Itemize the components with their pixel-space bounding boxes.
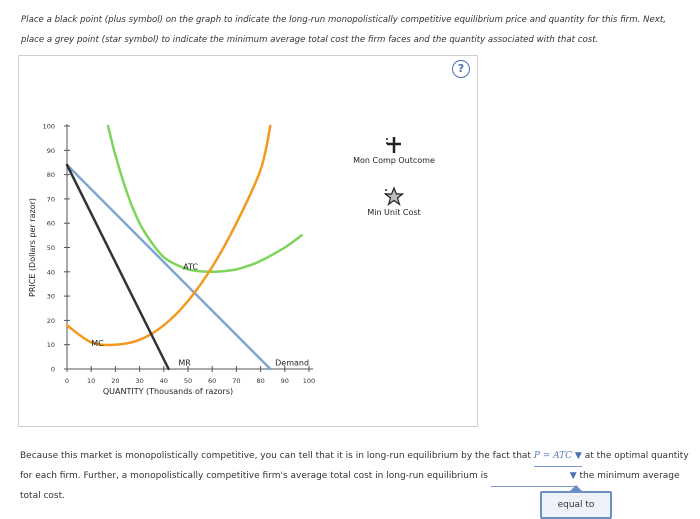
demand-label: Demand <box>275 358 309 367</box>
answer-select-1-value: P = ATC <box>533 451 573 461</box>
chevron-down-icon: ▼ <box>574 451 582 461</box>
question-text-3: the minimum average total cost. <box>20 471 680 501</box>
y-tick-label: 50 <box>47 244 55 252</box>
answer-select-2[interactable]: ▼ <box>490 467 577 487</box>
min-cost-tool[interactable]: Min Unit Cost <box>349 186 439 217</box>
x-tick-label: 30 <box>135 377 143 385</box>
y-tick-label: 100 <box>43 123 55 131</box>
y-tick-label: 40 <box>47 268 55 276</box>
x-tick-label: 60 <box>208 377 216 385</box>
plus-point-icon <box>386 137 401 153</box>
y-tick-label: 80 <box>47 171 55 179</box>
mr-label: MR <box>178 358 191 367</box>
x-tick-label: 40 <box>160 377 168 385</box>
x-tick-label: 50 <box>184 377 192 385</box>
demand-curve <box>65 163 272 371</box>
x-tick-label: 0 <box>65 377 69 385</box>
mr-curve <box>65 163 170 371</box>
question-text-1: Because this market is monopolistically … <box>20 451 534 461</box>
atc-label: ATC <box>183 262 198 271</box>
answer-select-1[interactable]: P = ATC ▼ <box>533 447 582 467</box>
dropdown-option-equal-to[interactable]: equal to <box>540 485 612 519</box>
y-tick-label: 90 <box>47 147 55 155</box>
mon-comp-label: Mon Comp Outcome <box>353 156 435 165</box>
x-tick-label: 100 <box>303 377 315 385</box>
y-axis-title: PRICE (Dollars per razor) <box>28 198 37 297</box>
mc-label: MC <box>91 339 104 348</box>
y-tick-label: 70 <box>47 195 55 203</box>
instruction-line-1: Place a black point (plus symbol) on the… <box>21 15 666 25</box>
chevron-down-icon: ▼ <box>569 471 577 481</box>
y-tick-label: 10 <box>47 341 55 349</box>
x-tick-label: 20 <box>111 377 119 385</box>
y-tick-label: 60 <box>47 220 55 228</box>
x-tick-label: 90 <box>281 377 289 385</box>
instruction-line-2: place a grey point (star symbol) to indi… <box>21 35 599 45</box>
chart[interactable]: 0 10 20 30 40 50 60 70 80 90 100 0 10 20 30 40 50 60 70 80 9… <box>19 56 477 426</box>
x-tick-label: 70 <box>232 377 240 385</box>
graph-panel: ? 0 10 20 30 40 50 60 70 80 90 100 0 10 20 30 40 50 60 70 8… <box>18 55 478 427</box>
x-tick-label: 80 <box>256 377 264 385</box>
y-tick-label: 0 <box>51 366 55 374</box>
star-point-icon <box>384 186 404 207</box>
min-cost-label: Min Unit Cost <box>367 208 421 217</box>
mc-curve <box>65 124 272 347</box>
y-tick-label: 20 <box>47 317 55 325</box>
question-paragraph: Because this market is monopolistically … <box>20 447 700 506</box>
help-icon[interactable]: ? <box>452 60 470 78</box>
x-tick-label: 10 <box>87 377 95 385</box>
question-text-2: at the optimal quantity for each firm. F… <box>20 451 689 481</box>
mon-comp-tool[interactable]: Mon Comp Outcome <box>349 134 439 165</box>
x-axis-title: QUANTITY (Thousands of razors) <box>103 387 233 396</box>
y-tick-label: 30 <box>47 293 55 301</box>
instructions: Place a black point (plus symbol) on the… <box>21 10 700 50</box>
atc-curve <box>106 124 303 274</box>
